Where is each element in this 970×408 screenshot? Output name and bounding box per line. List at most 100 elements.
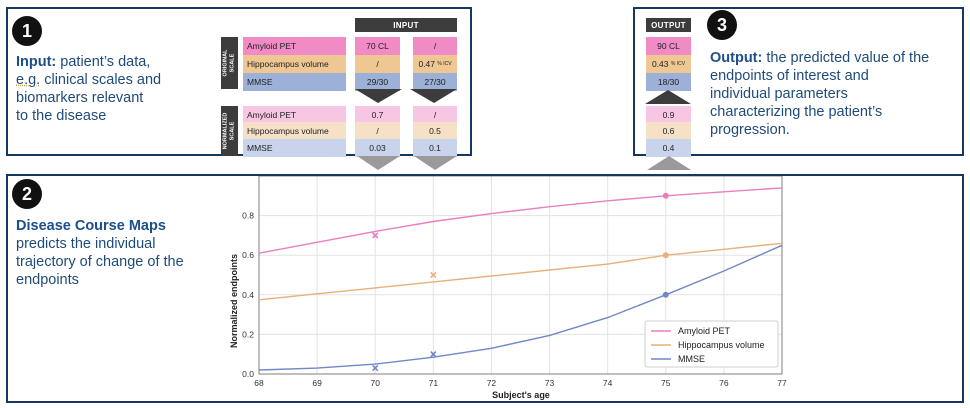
observed-point-hippocampus-volume [430,271,437,279]
orig-hippo-v1: / [355,55,400,73]
step-2-badge: 2 [12,179,42,209]
output-line5: progression. [710,122,790,138]
plot-frame [258,176,783,375]
output-description: Output: the predicted value of the endpo… [710,49,960,139]
model-title: Disease Course Maps [16,218,166,234]
orig-hippo-v2-value: 0.47 [418,59,435,69]
normalized-label-2: SCALE [229,121,236,141]
norm-amyloid-v2: / [413,106,457,124]
out-hippo-orig-value: 0.43 [651,59,669,69]
out-amyloid-orig: 90 CL [646,37,691,55]
chart-legend: Amyloid PET Hippocampus volume MMSE [644,320,779,368]
original-label-2: SCALE [229,53,236,73]
orig-row-mmse-label: MMSE [243,73,346,91]
out-mmse-norm: 0.4 [646,139,691,157]
orig-mmse-v1: 29/30 [355,73,400,91]
input-line2: clinical scales and [40,72,162,88]
series-line-mmse [258,244,783,371]
trajectory-chart: 68 69 70 71 72 73 74 75 76 77 0.0 0.2 0.4 0.6 0.8 Subj… [229,176,787,400]
norm-row-hippo-label: Hippocampus volume [243,122,346,140]
y-tick-label: 0.4 [242,290,254,300]
input-title: Input: [16,54,57,70]
x-tick-label: 77 [777,378,787,388]
arrow-down-col1 [355,89,402,103]
step-3-badge: 3 [707,10,737,40]
input-line3: biomarkers relevant [16,90,144,106]
out-amyloid-norm: 0.9 [646,106,691,124]
arrow-down-col2 [410,89,457,103]
output-line3: individual parameters [710,86,848,102]
y-tick-label: 0.6 [242,250,254,260]
series-line-hippocampus-volume [258,242,783,301]
output-title: Output: [710,50,763,66]
y-tick-label: 0.0 [242,369,254,379]
x-axis-label: Subject's age [492,390,550,400]
x-tick-label: 73 [545,378,555,388]
orig-amyloid-v2: / [413,37,457,55]
legend-label-amyloid-pet: Amyloid PET [678,326,731,336]
legend-label-hippocampus-volume: Hippocampus volume [678,340,765,350]
x-tick-label: 76 [719,378,729,388]
output-line4: characterizing the patient’s [710,104,883,120]
input-line4: to the disease [16,108,107,124]
out-hippo-orig-unit: % ICV [670,61,686,67]
step-1-badge: 1 [12,16,42,46]
observed-point-mmse [372,364,379,372]
predicted-point-hippocampus-volume [662,252,669,259]
connector-col2 [414,156,457,170]
norm-amyloid-v1: 0.7 [355,106,400,124]
input-line1: patient’s data, [56,54,151,70]
arrow-up [645,90,691,104]
legend-label-mmse: MMSE [678,354,705,364]
connector-col1 [357,156,400,170]
legend-box [644,320,779,368]
predicted-point-amyloid-pet [662,192,669,199]
connector-output [647,156,691,170]
norm-mmse-v2: 0.1 [413,139,457,157]
y-axis-label: Normalized endpoints [229,254,239,348]
model-line2: predicts the individual [16,236,156,252]
y-tick-label: 0.8 [242,211,254,221]
observed-point-amyloid-pet [372,232,379,239]
x-tick-label: 72 [487,378,497,388]
y-tick-label: 0.2 [242,329,254,339]
orig-amyloid-v1: 70 CL [355,37,400,55]
orig-row-amyloid-label: Amyloid PET [243,37,346,55]
orig-mmse-v2: 27/30 [413,73,457,91]
panel-connectors [357,156,691,170]
output-header: OUTPUT [646,18,691,32]
orig-hippo-v2-unit: % ICV [437,61,452,67]
x-tick-label: 75 [661,378,671,388]
orig-row-hippo-label: Hippocampus volume [243,55,346,73]
normalized-scale-label: NORMALIZED SCALE [221,106,238,156]
original-scale-label: ORIGINAL SCALE [221,37,238,89]
input-eg: e.g. [16,72,41,88]
x-tick-label: 69 [312,378,322,388]
predicted-point-mmse [662,291,669,298]
norm-hippo-v1: / [355,122,400,140]
x-tick-label: 68 [254,378,264,388]
normalized-label-1: NORMALIZED [222,112,229,150]
output-line1: the predicted value of the [762,50,930,66]
x-tick-label: 70 [370,378,380,388]
output-arrow-up [645,90,691,104]
input-description: Input: patient’s data, e.g. clinical sca… [16,53,216,125]
out-mmse-orig: 18/30 [646,73,691,91]
x-tick-label: 74 [603,378,613,388]
norm-mmse-v1: 0.03 [355,139,400,157]
observed-point-mmse [430,351,437,358]
norm-row-amyloid-label: Amyloid PET [243,106,346,124]
out-hippo-norm: 0.6 [646,122,691,140]
norm-hippo-v2: 0.5 [413,122,457,140]
transform-arrows [355,89,457,103]
original-label-1: ORIGINAL [222,49,229,77]
output-line2: endpoints of interest and [710,68,869,84]
model-line3: trajectory of change of the [16,254,184,270]
model-line4: endpoints [16,272,79,288]
series-line-amyloid-pet [258,187,783,254]
out-hippo-orig: 0.43 % ICV [646,55,691,73]
norm-row-mmse-label: MMSE [243,139,346,157]
model-description: Disease Course Maps predicts the individ… [16,217,216,289]
x-tick-label: 71 [429,378,439,388]
orig-hippo-v2: 0.47 % ICV [413,55,457,73]
